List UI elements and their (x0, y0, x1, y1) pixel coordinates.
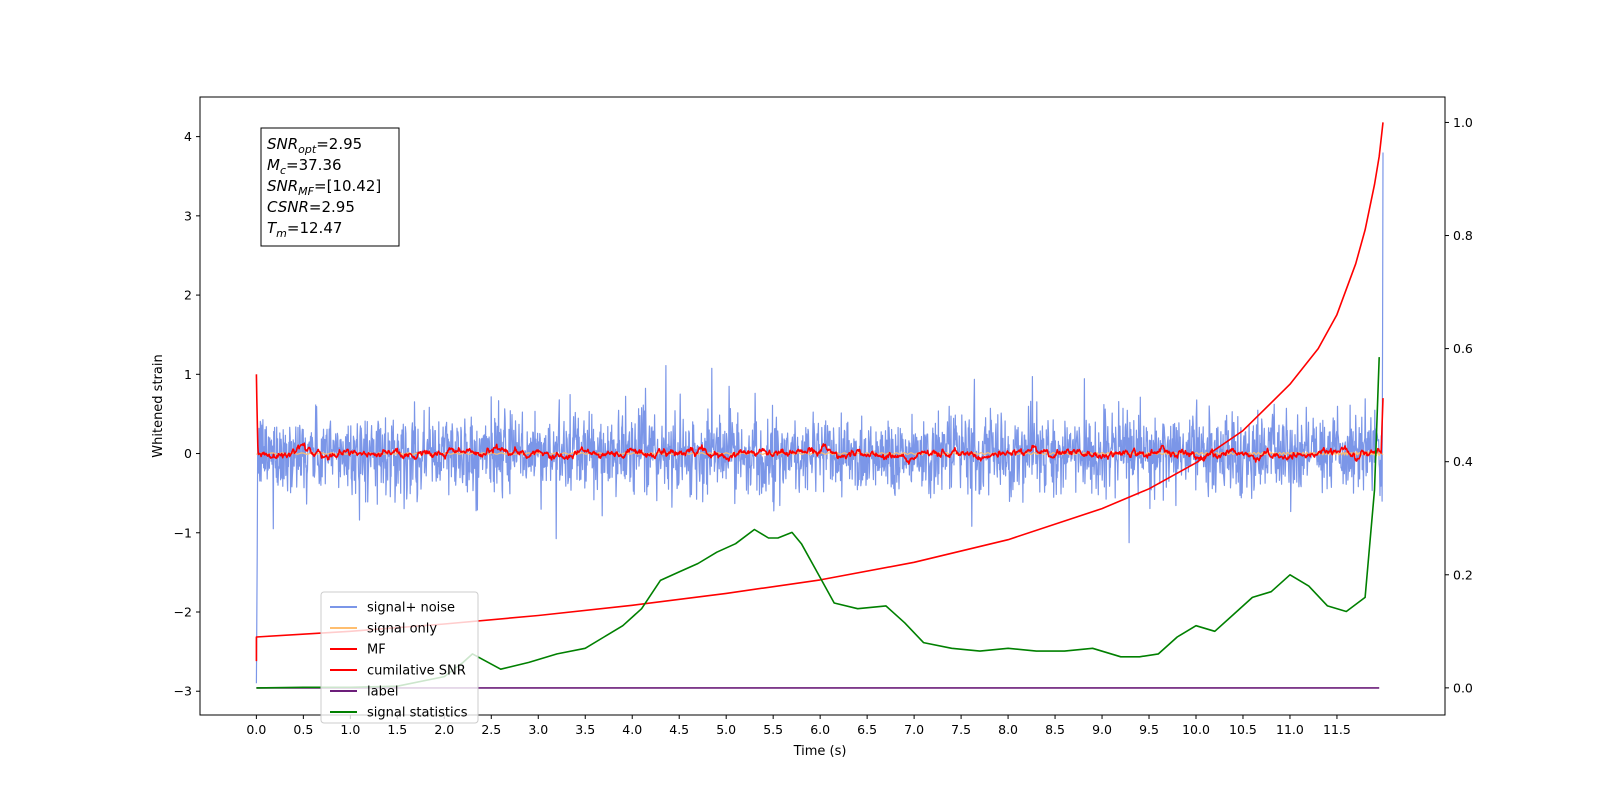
legend: signal+ noise signal only MF cumilative SNR… (320, 591, 479, 724)
x-tick-label: 7.0 (904, 722, 924, 737)
mf-line (255, 374, 1384, 465)
y-tick-labels: 4 3 2 1 0 −1 −2 −3 (174, 129, 200, 699)
x-tick-label: 1.0 (340, 722, 360, 737)
x-tick-label: 7.5 (951, 722, 971, 737)
x-tick-label: 3.5 (575, 722, 595, 737)
y-tick-label: −2 (174, 605, 192, 620)
x-tick-label: 9.5 (1139, 722, 1159, 737)
legend-frame (320, 591, 479, 724)
cumilative-snr-line (255, 122, 1384, 662)
annotation-box: SNRopt=2.95Mc=37.36SNRMF=[10.42]CSNR=2.9… (260, 127, 400, 247)
annotation-frame (260, 127, 400, 247)
annotation-value: =2.95 (309, 198, 355, 216)
x-tick-label: 11.0 (1276, 722, 1304, 737)
y-tick-label: 0 (184, 446, 192, 461)
x-tick-label: 0.0 (246, 722, 266, 737)
y2-tick-label: 0.0 (1453, 680, 1473, 695)
y-tick-label: −3 (174, 684, 192, 699)
legend-label: label (367, 685, 398, 700)
y2-tick-label: 0.8 (1453, 228, 1473, 243)
x-tick-label: 5.5 (763, 722, 783, 737)
x-tick-label: 6.5 (857, 722, 877, 737)
x-tick-label: 2.5 (481, 722, 501, 737)
y-tick-label: 1 (184, 367, 192, 382)
signal-statistics-line (256, 357, 1380, 689)
y2-tick-labels: 1.0 0.8 0.6 0.4 0.2 0.0 (1445, 115, 1473, 695)
annotation-line: Mc=37.36 (267, 156, 342, 177)
annotation-subscript: MF (298, 185, 314, 198)
y-axis-label: Whitened strain (151, 354, 166, 457)
annotation-line: SNRMF=[10.42] (267, 177, 381, 198)
x-tick-label: 8.5 (1045, 722, 1065, 737)
x-tick-label: 4.5 (669, 722, 689, 737)
y2-tick-label: 0.4 (1453, 454, 1473, 469)
y-tick-label: 2 (184, 288, 192, 303)
annotation-subscript: m (276, 227, 287, 240)
annotation-line: SNRopt=2.95 (267, 135, 362, 156)
annotation-value: =[10.42] (314, 177, 381, 195)
legend-label: signal+ noise (367, 601, 455, 616)
legend-label: MF (367, 643, 386, 658)
annotation-line: CSNR=2.95 (267, 198, 355, 216)
annotation-symbol: T (267, 219, 278, 237)
annotation-symbol: M (267, 156, 280, 174)
annotation-subscript: opt (298, 143, 317, 156)
annotation-symbol: SNR (267, 135, 298, 153)
y2-tick-label: 0.2 (1453, 567, 1473, 582)
y-tick-label: 4 (184, 129, 192, 144)
x-tick-label: 0.5 (293, 722, 313, 737)
x-tick-label: 10.5 (1229, 722, 1257, 737)
y-tick-label: 3 (184, 208, 192, 223)
y2-tick-label: 1.0 (1453, 115, 1473, 130)
x-axis-label: Time (s) (793, 744, 847, 759)
annotation-line: Tm=12.47 (267, 219, 342, 240)
annotation-symbol: CSNR (267, 198, 309, 216)
x-tick-label: 5.0 (716, 722, 736, 737)
x-tick-label: 6.0 (810, 722, 830, 737)
x-tick-label: 1.5 (387, 722, 407, 737)
legend-label: cumilative SNR (367, 664, 466, 679)
y2-tick-label: 0.6 (1453, 341, 1473, 356)
x-tick-label: 8.0 (998, 722, 1018, 737)
legend-label: signal only (367, 622, 437, 637)
y-tick-label: −1 (174, 525, 192, 540)
axes-frame (199, 96, 1446, 716)
annotation-value: =37.36 (286, 156, 342, 174)
annotation-value: =2.95 (316, 135, 362, 153)
x-tick-label: 9.0 (1092, 722, 1112, 737)
x-tick-label: 10.0 (1182, 722, 1210, 737)
x-tick-label: 3.0 (528, 722, 548, 737)
x-tick-label: 11.5 (1323, 722, 1351, 737)
legend-label: signal statistics (367, 706, 468, 721)
annotation-subscript: c (280, 164, 286, 177)
x-tick-labels: 0.0 0.5 1.0 1.5 2.0 2.5 3.0 3.5 4.0 4.5 5.0 5.5 6.0 6… (246, 715, 1351, 737)
x-tick-label: 4.0 (622, 722, 642, 737)
series-layer (255, 122, 1384, 689)
annotation-symbol: SNR (267, 177, 298, 195)
x-tick-label: 2.0 (434, 722, 454, 737)
annotation-value: =12.47 (287, 219, 343, 237)
